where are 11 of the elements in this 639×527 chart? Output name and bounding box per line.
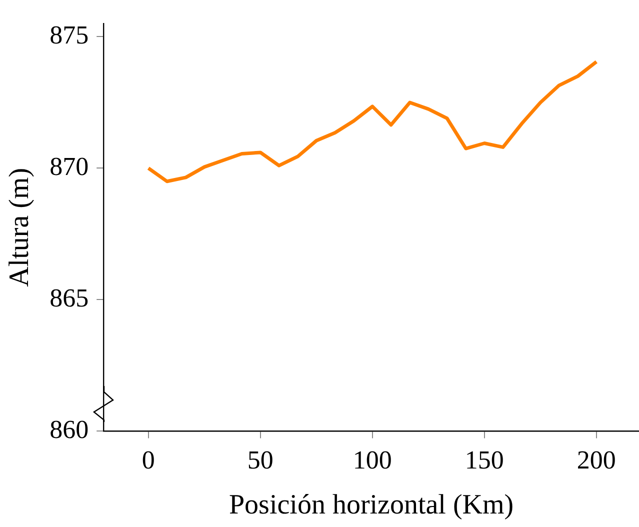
- y-tick-label: 860: [50, 415, 89, 444]
- y-tick-label: 865: [50, 284, 89, 313]
- x-tick-label: 100: [352, 446, 392, 475]
- x-axis-title: Posición horizontal (Km): [228, 490, 514, 521]
- x-tick-label: 150: [464, 446, 504, 475]
- x-tick-label: 0: [142, 446, 155, 475]
- x-tick-label: 50: [247, 446, 274, 475]
- y-tick-label: 870: [50, 152, 89, 182]
- y-axis-title: Altura (m): [4, 168, 36, 287]
- y-tick-label: 875: [50, 20, 89, 50]
- x-tick-label: 200: [576, 446, 616, 475]
